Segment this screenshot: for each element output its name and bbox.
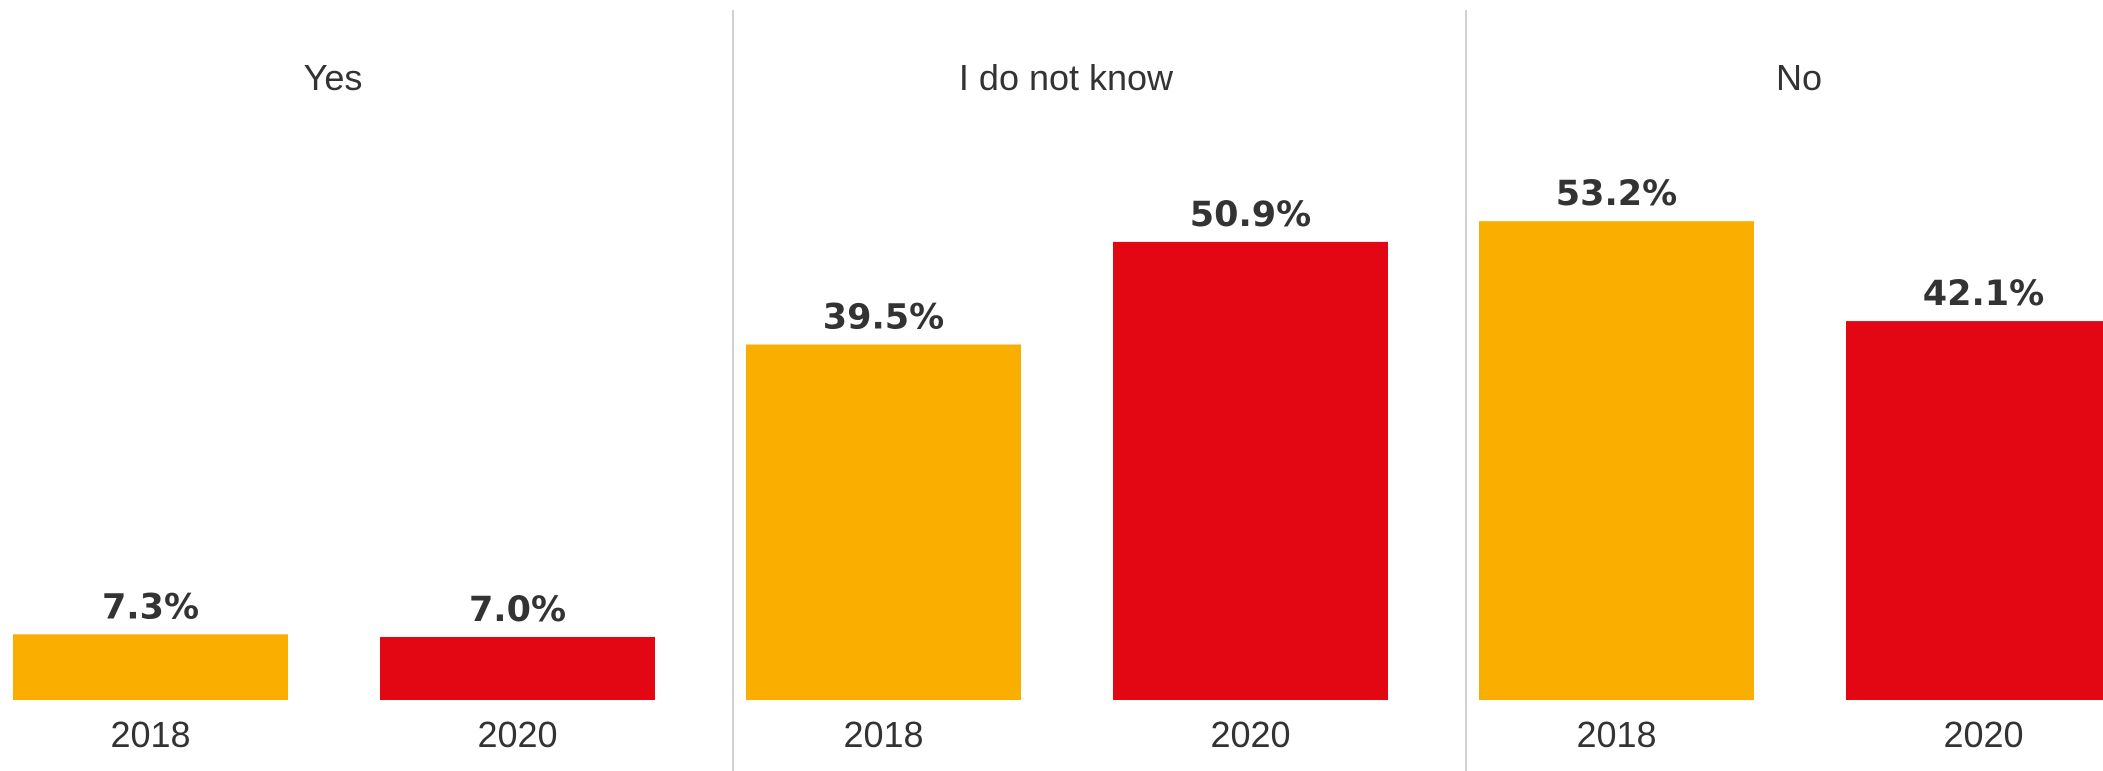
panel-title: No (1776, 57, 1822, 98)
panel-title: I do not know (959, 57, 1174, 98)
tick-label: 2020 (1210, 714, 1290, 755)
bar-2020 (380, 637, 655, 700)
tick-label: 2018 (1576, 714, 1656, 755)
bar-2018 (13, 634, 288, 700)
value-label: 53.2% (1556, 174, 1677, 214)
tick-label: 2018 (110, 714, 190, 755)
value-label: 39.5% (823, 298, 944, 338)
bar-2018 (746, 344, 1021, 700)
bar-2018 (1479, 221, 1754, 700)
value-label: 50.9% (1190, 195, 1311, 235)
panel-title: Yes (304, 57, 363, 98)
tick-label: 2020 (477, 714, 557, 755)
tick-label: 2018 (843, 714, 923, 755)
value-label: 7.3% (102, 587, 199, 627)
value-label: 42.1% (1923, 274, 2044, 314)
tick-label: 2020 (1943, 714, 2023, 755)
value-label: 7.0% (469, 590, 566, 630)
bar-2020 (1846, 321, 2103, 700)
bar-2020 (1113, 241, 1388, 700)
